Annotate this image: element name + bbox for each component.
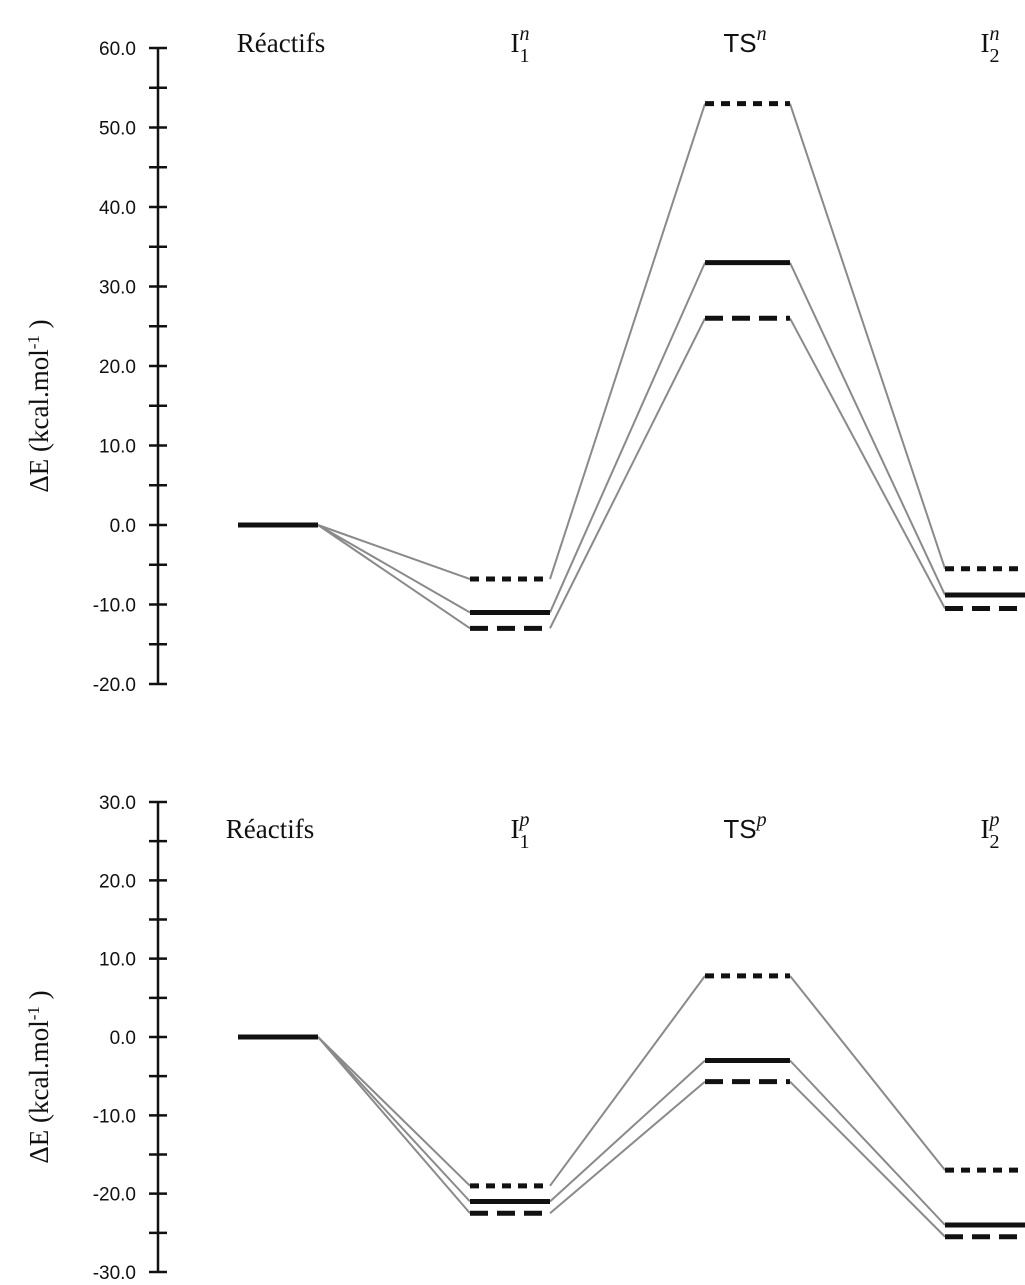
y-tick-label: 10.0: [99, 437, 136, 458]
y-tick-label: 10.0: [99, 950, 136, 971]
stage-label: Réactifs: [237, 28, 325, 58]
connector-line: [317, 1036, 471, 1214]
connector-line: [789, 1059, 946, 1226]
connector-line: [317, 524, 471, 614]
y-tick-label: -10.0: [93, 596, 136, 617]
y-axis-label: ΔE (kcal.mol-1 ): [24, 319, 54, 492]
connector-line: [549, 103, 706, 580]
y-tick-label: 20.0: [99, 357, 136, 378]
stage-label: Réactifs: [226, 814, 314, 844]
y-tick-label: 30.0: [99, 793, 136, 814]
connector-line: [317, 1036, 471, 1203]
connector-line: [549, 1080, 706, 1215]
energy-profile-panel-p: 30.0 20.0 10.0 0.0 -10.0 -20.0 -30.0 ΔE (kcal.m…: [24, 793, 1025, 1284]
y-tick-label: 0.0: [110, 516, 136, 537]
connector-line: [789, 975, 946, 1171]
y-tick-label: -20.0: [93, 1185, 136, 1206]
y-tick-label: 20.0: [99, 871, 136, 892]
connector-line: [789, 317, 946, 609]
connector-line: [549, 317, 706, 629]
y-tick-label: -30.0: [93, 1263, 136, 1284]
connector-line: [317, 524, 471, 630]
connector-line: [317, 1036, 471, 1187]
y-tick-label: 50.0: [99, 119, 136, 140]
connector-line: [549, 262, 706, 613]
connector-line: [789, 1080, 946, 1238]
stage-label: Ip 1: [511, 809, 530, 853]
y-axis-label: ΔE (kcal.mol-1 ): [24, 990, 54, 1163]
energy-profile-panel-n: 60.0 50.0 40.0 30.0 20.0 10.0 0.0 -10.0 -20.0 ΔE …: [24, 23, 1025, 696]
y-tick-label: 40.0: [99, 198, 136, 219]
y-tick-label: -20.0: [93, 675, 136, 696]
connector-line: [789, 103, 946, 570]
y-tick-label: 60.0: [99, 39, 136, 60]
y-tick-label: 0.0: [110, 1028, 136, 1049]
stage-label: In 2: [981, 23, 1000, 67]
stage-label: TSn: [723, 23, 766, 58]
connector-line: [549, 1059, 706, 1203]
stage-label: Ip 2: [981, 809, 1000, 853]
connector-line: [789, 262, 946, 596]
y-tick-label: 30.0: [99, 278, 136, 299]
connector-line: [549, 975, 706, 1187]
connector-line: [317, 524, 471, 581]
stage-label: TSp: [723, 809, 766, 844]
stage-label: In 1: [511, 23, 530, 67]
y-tick-label: -10.0: [93, 1106, 136, 1127]
